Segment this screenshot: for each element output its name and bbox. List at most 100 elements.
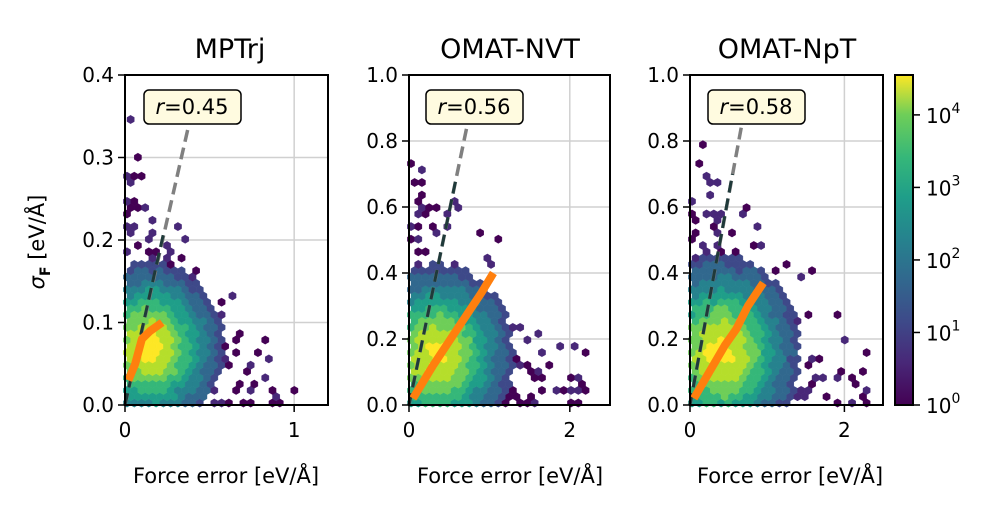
colorbar-tick-label: 102 — [926, 246, 960, 273]
hex-bin — [494, 234, 503, 244]
hex-bin — [130, 222, 139, 232]
hex-bin — [753, 222, 762, 232]
hex-bin — [414, 247, 423, 257]
grid — [125, 75, 328, 405]
hex-bin — [232, 348, 241, 358]
hex-bin — [804, 310, 813, 320]
colorbar-tick-label: 100 — [926, 391, 960, 418]
x-axis-label: Force error [eV/Å] — [133, 462, 319, 488]
hex-bin — [134, 152, 142, 162]
hex-bin — [432, 203, 441, 213]
hex-bin — [235, 379, 244, 389]
y-axis-label: σF [eV/Å] — [23, 195, 54, 290]
hex-bin — [181, 234, 190, 244]
hex-bin — [822, 392, 831, 402]
hex-bin — [552, 385, 561, 395]
hex-bin — [808, 354, 816, 364]
hex-bin — [130, 196, 139, 206]
y-ticks: 0.0 0.2 0.4 0.6 0.8 1.0 — [647, 63, 690, 417]
hex-bin — [556, 341, 564, 351]
x-tick-label: 1 — [288, 418, 301, 442]
x-tick-label: 2 — [838, 418, 851, 442]
hex-bin — [144, 247, 153, 257]
trend-lines — [123, 107, 195, 406]
y-tick-label: 0.6 — [366, 195, 398, 219]
y-tick-label: 0.2 — [82, 228, 114, 252]
dark-dashed-line — [688, 173, 734, 406]
panel-title: OMAT-NVT — [440, 34, 580, 65]
annotation-box — [425, 89, 524, 125]
colorbar-tick-label: 103 — [926, 173, 960, 200]
hex-bin — [702, 171, 711, 181]
y-tick-label: 0.4 — [366, 261, 398, 285]
hex-bin — [429, 222, 437, 232]
hex-bin — [418, 190, 426, 200]
y-axis-unit: [eV/Å] — [23, 195, 49, 267]
hex-bin — [250, 379, 259, 389]
hex-bin — [797, 272, 805, 282]
hex-bin — [261, 335, 270, 345]
r-annotation: r=0.45 — [143, 89, 242, 125]
hex-bin — [808, 266, 816, 276]
hex-bin — [840, 335, 849, 345]
hex-bin — [137, 259, 146, 269]
hex-bin — [746, 259, 754, 269]
hex-bin — [174, 222, 182, 232]
hex-bin — [177, 266, 186, 276]
hex-bin — [837, 367, 845, 376]
hex-bin — [717, 209, 725, 219]
trend-lines — [407, 87, 497, 406]
hex-bin — [490, 291, 499, 301]
hex-bin — [148, 215, 157, 225]
hex-bin — [559, 385, 568, 395]
hex-bin — [581, 348, 590, 358]
y-ticks: 0.0 0.2 0.4 0.6 0.8 1.0 — [366, 63, 409, 417]
hex-bin — [261, 373, 270, 383]
r-value: =0.58 — [728, 95, 792, 119]
r-symbol: r — [438, 95, 448, 119]
y-tick-label: 1.0 — [647, 63, 679, 87]
y-tick-label: 0.1 — [82, 311, 114, 335]
hex-bin — [414, 234, 423, 244]
hex-bin — [461, 266, 470, 276]
hex-bin — [699, 140, 707, 150]
x-tick-label: 2 — [563, 418, 576, 442]
panel-title: MPTrj — [195, 34, 266, 65]
hex-bin — [815, 354, 824, 364]
hex-bin — [833, 310, 842, 320]
y-tick-label: 0.4 — [82, 63, 114, 87]
hex-bin — [414, 259, 423, 269]
hex-bin — [148, 228, 157, 238]
hex-bin — [848, 373, 856, 383]
panel-title: OMAT-NpT — [718, 34, 857, 65]
plot-frame — [408, 74, 611, 406]
y-tick-label: 0.8 — [647, 129, 679, 153]
hex-bin — [516, 322, 524, 332]
hex-bin — [418, 178, 426, 187]
x-axis-label: Force error [eV/Å] — [697, 462, 883, 488]
hex-bin — [570, 341, 579, 351]
hex-bin — [691, 253, 700, 263]
hex-bin — [691, 228, 700, 238]
hex-bin — [757, 241, 765, 250]
hex-bin — [523, 335, 532, 345]
x-axis-label: Force error [eV/Å] — [417, 462, 603, 488]
annotation-box — [707, 89, 806, 125]
y-ticks: 0.0 0.1 0.2 0.3 0.4 — [82, 63, 125, 417]
r-annotation: r=0.56 — [425, 89, 524, 125]
hex-bin — [414, 222, 423, 232]
r-value-label: r=0.58 — [720, 95, 793, 119]
hex-bin — [130, 259, 139, 269]
hex-bin — [425, 203, 433, 213]
mean-curve — [409, 270, 497, 401]
colorbar-tick-label: 104 — [926, 101, 960, 128]
hex-bin — [545, 360, 554, 370]
hex-bin — [728, 228, 736, 238]
hex-bin — [228, 291, 237, 301]
